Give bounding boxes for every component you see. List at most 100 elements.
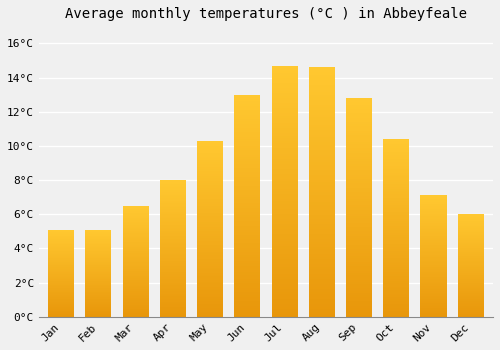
- Bar: [420, 211, 446, 212]
- Bar: [234, 206, 260, 208]
- Bar: [458, 288, 483, 289]
- Bar: [160, 238, 186, 239]
- Bar: [383, 201, 409, 203]
- Bar: [383, 254, 409, 256]
- Bar: [308, 150, 335, 152]
- Bar: [197, 290, 223, 292]
- Bar: [122, 240, 148, 241]
- Bar: [346, 111, 372, 113]
- Bar: [160, 187, 186, 188]
- Bar: [308, 282, 335, 284]
- Bar: [346, 313, 372, 315]
- Bar: [197, 216, 223, 218]
- Bar: [234, 281, 260, 284]
- Bar: [272, 106, 297, 108]
- Bar: [86, 304, 112, 306]
- Bar: [346, 236, 372, 238]
- Bar: [160, 184, 186, 186]
- Bar: [86, 316, 112, 317]
- Bar: [122, 217, 148, 218]
- Bar: [420, 214, 446, 215]
- Bar: [234, 141, 260, 144]
- Bar: [122, 236, 148, 237]
- Bar: [458, 309, 483, 310]
- Bar: [346, 116, 372, 118]
- Bar: [346, 290, 372, 293]
- Bar: [197, 185, 223, 187]
- Bar: [272, 141, 297, 144]
- Bar: [86, 253, 112, 254]
- Bar: [160, 259, 186, 261]
- Bar: [234, 94, 260, 97]
- Bar: [346, 304, 372, 306]
- Bar: [234, 126, 260, 128]
- Bar: [86, 282, 112, 283]
- Bar: [160, 236, 186, 238]
- Bar: [272, 204, 297, 206]
- Bar: [346, 175, 372, 177]
- Bar: [383, 173, 409, 175]
- Bar: [122, 244, 148, 245]
- Bar: [48, 303, 74, 304]
- Bar: [420, 293, 446, 294]
- Bar: [86, 269, 112, 270]
- Bar: [272, 284, 297, 287]
- Bar: [48, 235, 74, 236]
- Bar: [48, 234, 74, 235]
- Bar: [420, 316, 446, 317]
- Bar: [383, 199, 409, 201]
- Bar: [346, 168, 372, 170]
- Bar: [346, 301, 372, 304]
- Bar: [308, 217, 335, 219]
- Bar: [122, 290, 148, 291]
- Bar: [234, 217, 260, 219]
- Bar: [234, 259, 260, 261]
- Bar: [160, 310, 186, 312]
- Bar: [86, 296, 112, 297]
- Bar: [458, 249, 483, 250]
- Bar: [122, 306, 148, 307]
- Bar: [48, 313, 74, 314]
- Bar: [420, 223, 446, 225]
- Bar: [272, 292, 297, 294]
- Bar: [48, 239, 74, 240]
- Bar: [346, 282, 372, 284]
- Bar: [272, 231, 297, 234]
- Bar: [160, 281, 186, 282]
- Bar: [234, 203, 260, 206]
- Bar: [122, 224, 148, 225]
- Bar: [346, 249, 372, 251]
- Bar: [234, 130, 260, 132]
- Bar: [420, 232, 446, 233]
- Bar: [420, 202, 446, 203]
- Bar: [160, 265, 186, 266]
- Bar: [86, 266, 112, 267]
- Bar: [86, 270, 112, 271]
- Bar: [420, 230, 446, 231]
- Bar: [122, 273, 148, 275]
- Bar: [197, 232, 223, 234]
- Bar: [383, 189, 409, 191]
- Bar: [160, 244, 186, 246]
- Bar: [458, 261, 483, 262]
- Bar: [197, 243, 223, 245]
- Bar: [160, 205, 186, 206]
- Bar: [86, 254, 112, 255]
- Bar: [308, 244, 335, 247]
- Bar: [86, 298, 112, 299]
- Bar: [346, 284, 372, 286]
- Bar: [346, 234, 372, 236]
- Bar: [383, 180, 409, 182]
- Bar: [122, 266, 148, 267]
- Bar: [346, 293, 372, 295]
- Bar: [346, 203, 372, 205]
- Bar: [346, 186, 372, 188]
- Bar: [346, 240, 372, 243]
- Bar: [86, 261, 112, 262]
- Bar: [272, 294, 297, 297]
- Bar: [197, 192, 223, 194]
- Bar: [383, 152, 409, 153]
- Bar: [197, 173, 223, 174]
- Bar: [272, 128, 297, 131]
- Bar: [458, 265, 483, 266]
